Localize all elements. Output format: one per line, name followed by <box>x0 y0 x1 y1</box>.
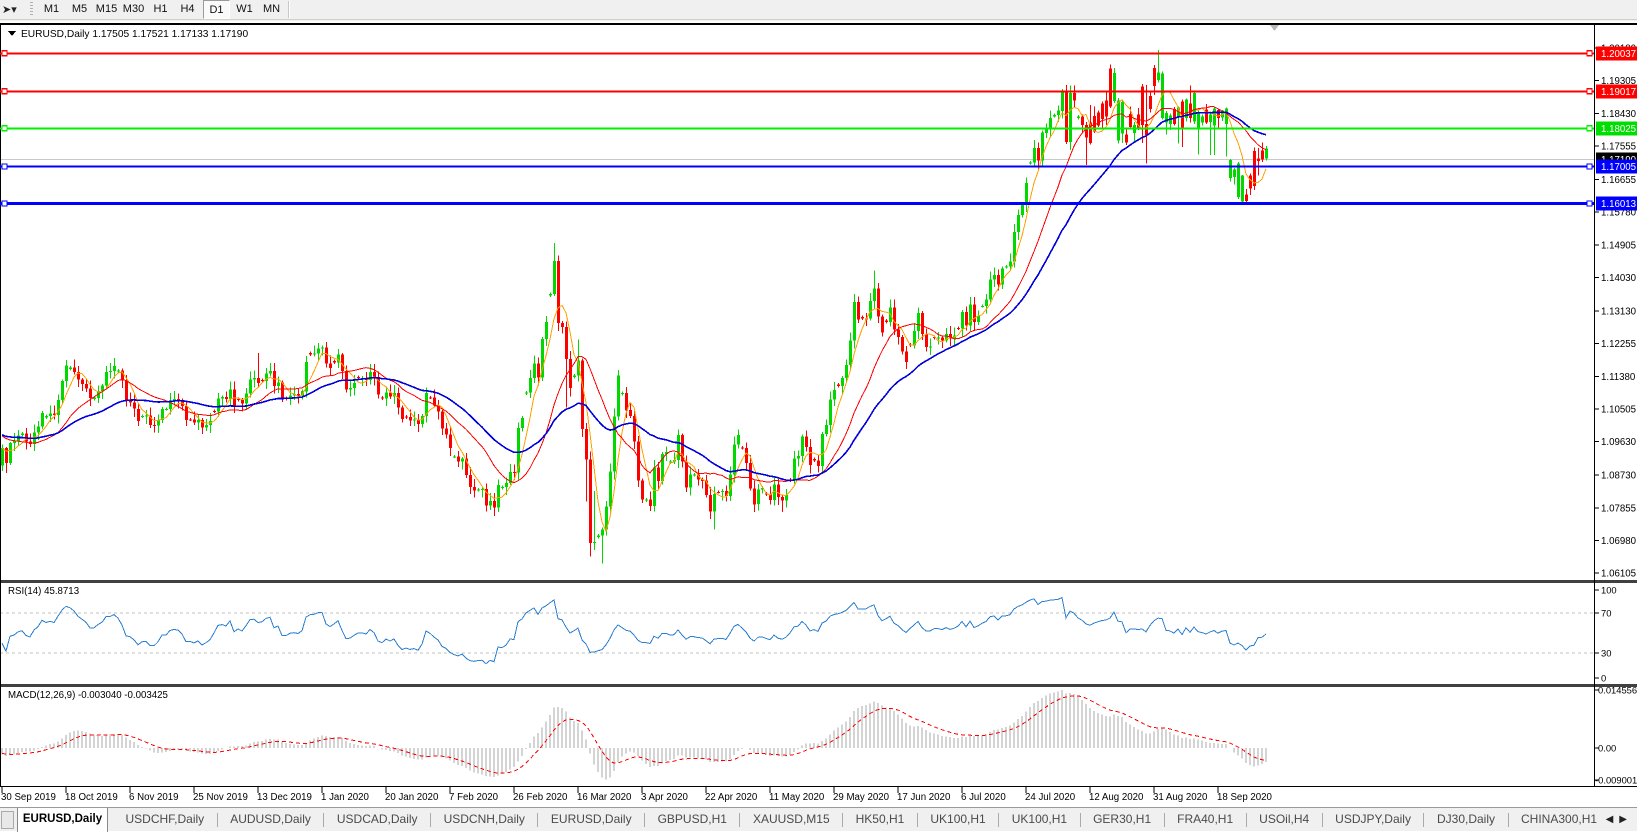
svg-text:20 Jan 2020: 20 Jan 2020 <box>385 792 439 803</box>
svg-text:1.20037: 1.20037 <box>1601 49 1636 60</box>
svg-text:1 Jan 2020: 1 Jan 2020 <box>321 792 370 803</box>
svg-text:31 Aug 2020: 31 Aug 2020 <box>1153 792 1208 803</box>
svg-text:29 May 2020: 29 May 2020 <box>833 792 890 803</box>
svg-text:MACD(12,26,9) -0.003040 -0.003: MACD(12,26,9) -0.003040 -0.003425 <box>8 690 168 701</box>
svg-text:70: 70 <box>1601 608 1611 619</box>
svg-text:16 Mar 2020: 16 Mar 2020 <box>577 792 632 803</box>
svg-text:17 Jun 2020: 17 Jun 2020 <box>897 792 951 803</box>
svg-text:18 Sep 2020: 18 Sep 2020 <box>1217 792 1273 803</box>
svg-text:EURUSD,Daily 1.17505 1.17521: EURUSD,Daily 1.17505 1.17521 1.17133 1.1… <box>21 29 248 40</box>
svg-text:22 Apr 2020: 22 Apr 2020 <box>705 792 758 803</box>
svg-text:1.10505: 1.10505 <box>1601 404 1636 415</box>
svg-text:30 Sep 2019: 30 Sep 2019 <box>1 792 56 803</box>
svg-text:1.08730: 1.08730 <box>1601 471 1637 482</box>
svg-text:1.16655: 1.16655 <box>1601 175 1636 186</box>
svg-text:25 Nov 2019: 25 Nov 2019 <box>193 792 248 803</box>
svg-text:30: 30 <box>1601 648 1611 659</box>
svg-text:1.15780: 1.15780 <box>1601 208 1637 219</box>
svg-text:1.11380: 1.11380 <box>1601 372 1636 383</box>
svg-text:1.12255: 1.12255 <box>1601 339 1636 350</box>
svg-text:11 May 2020: 11 May 2020 <box>769 792 825 803</box>
svg-text:-0.009001: -0.009001 <box>1595 775 1637 786</box>
svg-text:26 Feb 2020: 26 Feb 2020 <box>513 792 568 803</box>
svg-text:0: 0 <box>1601 673 1606 684</box>
svg-text:6 Jul 2020: 6 Jul 2020 <box>961 792 1006 803</box>
svg-text:0.00: 0.00 <box>1598 743 1616 754</box>
svg-text:100: 100 <box>1601 585 1617 596</box>
svg-text:1.19305: 1.19305 <box>1601 76 1636 87</box>
svg-text:6 Nov 2019: 6 Nov 2019 <box>129 792 179 803</box>
svg-text:1.18430: 1.18430 <box>1601 109 1637 120</box>
svg-text:13 Dec 2019: 13 Dec 2019 <box>257 792 312 803</box>
svg-text:18 Oct 2019: 18 Oct 2019 <box>65 792 118 803</box>
svg-text:1.09630: 1.09630 <box>1601 437 1637 448</box>
svg-text:1.14030: 1.14030 <box>1601 273 1637 284</box>
svg-text:1.17005: 1.17005 <box>1601 162 1636 173</box>
svg-text:1.18025: 1.18025 <box>1601 124 1636 135</box>
svg-text:RSI(14) 45.8713: RSI(14) 45.8713 <box>8 586 79 597</box>
svg-text:1.06980: 1.06980 <box>1601 536 1637 547</box>
svg-text:1.06105: 1.06105 <box>1601 569 1636 580</box>
svg-text:7 Feb 2020: 7 Feb 2020 <box>449 792 499 803</box>
svg-text:1.19017: 1.19017 <box>1601 87 1636 98</box>
svg-text:1.17555: 1.17555 <box>1601 141 1636 152</box>
svg-text:24 Jul 2020: 24 Jul 2020 <box>1025 792 1076 803</box>
svg-text:1.14905: 1.14905 <box>1601 240 1636 251</box>
svg-text:12 Aug 2020: 12 Aug 2020 <box>1089 792 1144 803</box>
svg-text:1.07855: 1.07855 <box>1601 503 1636 514</box>
svg-text:0.014556: 0.014556 <box>1598 685 1637 696</box>
svg-text:1.16013: 1.16013 <box>1601 199 1636 210</box>
svg-text:1.13130: 1.13130 <box>1601 307 1637 318</box>
svg-text:3 Apr 2020: 3 Apr 2020 <box>641 792 688 803</box>
